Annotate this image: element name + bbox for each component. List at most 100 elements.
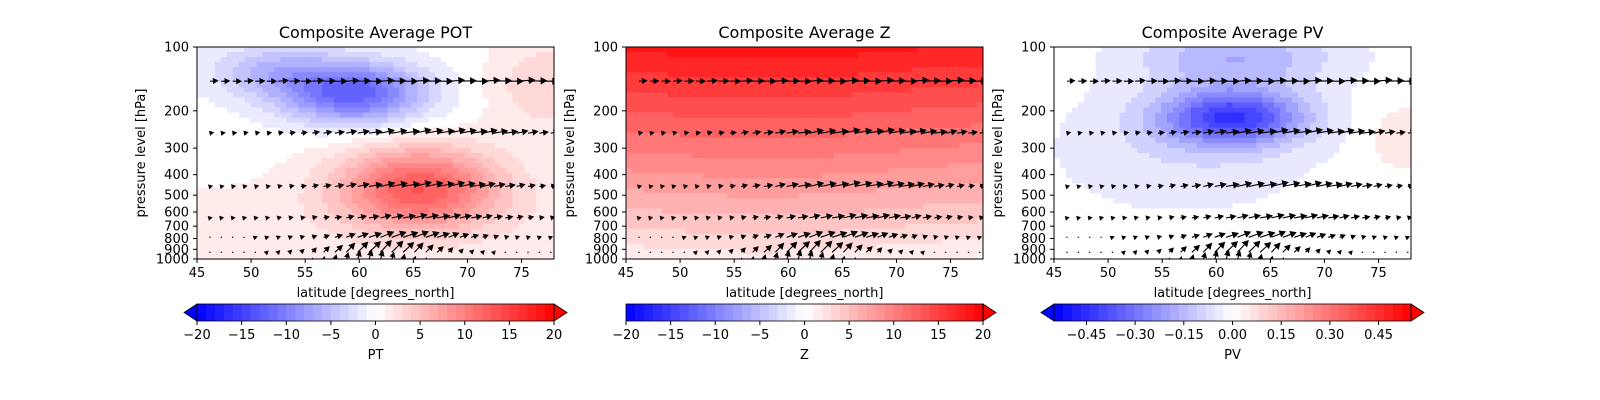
heatmap-cell bbox=[774, 102, 782, 109]
heatmap-cell bbox=[310, 102, 317, 109]
heatmap-cell bbox=[530, 193, 537, 200]
heatmap-cell bbox=[268, 238, 275, 245]
heatmap-cell bbox=[452, 168, 460, 174]
heatmap-cell bbox=[959, 122, 966, 129]
heatmap-cell bbox=[887, 208, 895, 215]
heatmap-cell bbox=[333, 52, 341, 58]
heatmap-cell bbox=[202, 188, 210, 194]
heatmap-cell bbox=[953, 102, 960, 109]
heatmap-cell bbox=[262, 203, 269, 210]
heatmap-cell bbox=[631, 223, 639, 230]
heatmap-cell bbox=[959, 203, 966, 210]
heatmap-cell bbox=[852, 203, 859, 210]
heatmap-cell bbox=[626, 228, 633, 235]
heatmap-cell bbox=[381, 163, 388, 169]
heatmap-cell bbox=[345, 87, 353, 94]
heatmap-cell bbox=[304, 142, 311, 149]
heatmap-cell bbox=[953, 132, 960, 139]
wind-arrow bbox=[219, 184, 225, 190]
heatmap-cell bbox=[834, 178, 841, 184]
heatmap-cell bbox=[238, 163, 246, 169]
heatmap-cell bbox=[286, 92, 293, 99]
heatmap-cell bbox=[280, 127, 287, 134]
wind-arrow bbox=[425, 180, 444, 188]
heatmap-cell bbox=[840, 132, 847, 139]
heatmap-cell bbox=[321, 77, 329, 83]
heatmap-cell bbox=[220, 132, 228, 139]
heatmap-cell bbox=[899, 117, 907, 124]
heatmap-cell bbox=[804, 142, 812, 149]
heatmap-cell bbox=[917, 97, 925, 104]
heatmap-cell bbox=[197, 107, 204, 114]
heatmap-cell bbox=[470, 253, 478, 259]
heatmap-cell bbox=[733, 52, 740, 58]
heatmap-cell bbox=[649, 147, 657, 154]
heatmap-cell bbox=[429, 97, 436, 104]
heatmap-cell bbox=[435, 132, 442, 139]
heatmap-cell bbox=[321, 228, 329, 235]
heatmap-cell bbox=[852, 153, 859, 159]
heatmap-cell bbox=[893, 158, 901, 164]
heatmap-cell bbox=[369, 238, 377, 245]
heatmap-cell bbox=[881, 82, 889, 88]
heatmap-cell bbox=[369, 168, 377, 174]
heatmap-cell bbox=[869, 67, 877, 73]
heatmap-cell bbox=[673, 153, 681, 159]
heatmap-cell bbox=[679, 112, 687, 119]
heatmap-cell bbox=[965, 57, 972, 63]
heatmap-cell bbox=[626, 112, 633, 119]
heatmap-cell bbox=[197, 97, 204, 104]
heatmap-cell bbox=[530, 158, 537, 164]
heatmap-cell bbox=[721, 218, 728, 225]
heatmap-cell bbox=[280, 153, 287, 159]
heatmap-cell bbox=[458, 203, 466, 210]
heatmap-cell bbox=[381, 158, 388, 164]
heatmap-cell bbox=[321, 153, 329, 159]
heatmap-cell bbox=[846, 218, 853, 225]
heatmap-cell bbox=[274, 203, 281, 210]
heatmap-cell bbox=[679, 153, 687, 159]
heatmap-cell bbox=[911, 92, 919, 99]
heatmap-cell bbox=[858, 77, 865, 83]
heatmap-cell bbox=[745, 223, 752, 230]
heatmap-cell bbox=[220, 243, 228, 250]
heatmap-cell bbox=[703, 52, 710, 58]
heatmap-cell bbox=[423, 62, 430, 68]
heatmap-cell bbox=[238, 132, 246, 139]
heatmap-cell bbox=[745, 52, 752, 58]
heatmap-cell bbox=[858, 203, 865, 210]
wind-arrow bbox=[312, 129, 321, 136]
heatmap-cell bbox=[697, 82, 704, 88]
heatmap-cell bbox=[721, 147, 728, 154]
heatmap-cell bbox=[846, 82, 853, 88]
heatmap-cell bbox=[518, 112, 525, 119]
heatmap-cell bbox=[709, 92, 716, 99]
heatmap-cell bbox=[482, 238, 490, 245]
heatmap-cell bbox=[286, 178, 293, 184]
heatmap-cell bbox=[411, 188, 418, 194]
heatmap-cell bbox=[208, 213, 216, 220]
heatmap-cell bbox=[304, 97, 311, 104]
heatmap-cell bbox=[298, 193, 305, 200]
heatmap-cell bbox=[202, 208, 210, 215]
heatmap-cell bbox=[500, 77, 507, 83]
heatmap-cell bbox=[691, 193, 698, 200]
heatmap-cell bbox=[214, 153, 222, 159]
heatmap-cell bbox=[244, 117, 252, 124]
heatmap-cell bbox=[316, 198, 323, 205]
heatmap-cell bbox=[321, 147, 329, 154]
heatmap-cell bbox=[923, 168, 931, 174]
heatmap-cell bbox=[762, 137, 770, 144]
heatmap-cell bbox=[363, 107, 371, 114]
heatmap-cell bbox=[691, 203, 698, 210]
heatmap-cell bbox=[780, 137, 788, 144]
heatmap-cell bbox=[375, 132, 383, 139]
heatmap-cell bbox=[220, 158, 228, 164]
heatmap-cell bbox=[631, 142, 639, 149]
heatmap-cell bbox=[643, 198, 651, 205]
heatmap-cell bbox=[446, 253, 454, 259]
heatmap-cell bbox=[524, 223, 531, 230]
heatmap-cell bbox=[709, 213, 716, 220]
heatmap-cell bbox=[250, 208, 258, 215]
heatmap-cell bbox=[810, 203, 817, 210]
